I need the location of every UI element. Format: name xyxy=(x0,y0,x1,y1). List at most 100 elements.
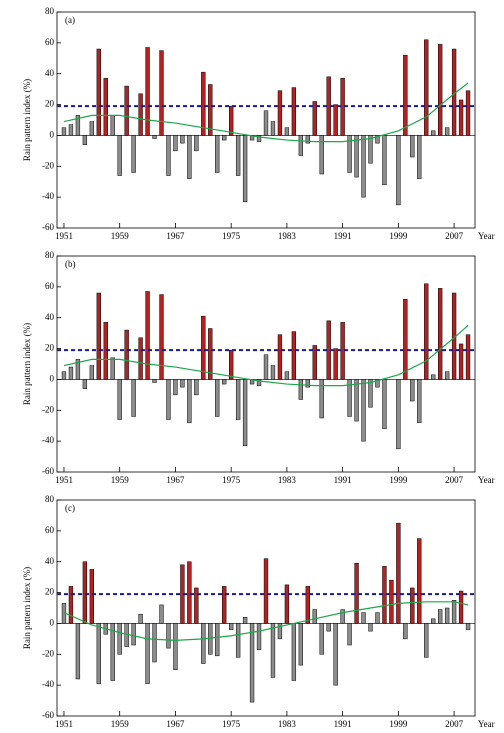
bar xyxy=(208,328,213,380)
bar xyxy=(458,343,464,380)
bar xyxy=(270,365,276,380)
y-tick-label: -20 xyxy=(42,160,54,170)
x-tick-label: 2007 xyxy=(445,719,464,729)
bar xyxy=(61,371,67,380)
bar xyxy=(201,71,206,136)
bar xyxy=(368,135,373,164)
bar xyxy=(145,291,150,380)
bar xyxy=(298,623,303,666)
bar xyxy=(277,623,283,640)
bar xyxy=(145,623,150,684)
bar xyxy=(166,135,171,176)
bar xyxy=(117,379,122,420)
y-tick-label: 0 xyxy=(50,373,55,383)
x-tick-label: 1951 xyxy=(55,231,73,241)
bar xyxy=(305,135,310,144)
bar xyxy=(201,315,206,380)
y-tick-label: 60 xyxy=(45,525,55,535)
bar xyxy=(382,566,387,624)
bar xyxy=(138,613,143,624)
bar xyxy=(319,623,324,655)
bar xyxy=(347,623,352,646)
bar xyxy=(242,135,248,203)
bar xyxy=(382,135,387,186)
bar xyxy=(215,135,220,173)
x-tick-label: 1951 xyxy=(55,475,73,485)
bar xyxy=(194,135,199,152)
bar xyxy=(465,90,471,136)
bar xyxy=(215,623,220,657)
bar xyxy=(256,379,262,386)
y-tick-label: 0 xyxy=(50,617,55,627)
plot-frame xyxy=(56,11,476,229)
bar xyxy=(263,354,269,380)
y-tick-label: 60 xyxy=(45,281,55,291)
panel-label: (c) xyxy=(65,503,75,513)
bar xyxy=(249,623,255,703)
bar xyxy=(110,623,115,681)
bar xyxy=(277,90,283,136)
x-tick-label: 1951 xyxy=(55,719,73,729)
bar xyxy=(354,135,359,178)
bar xyxy=(222,379,227,385)
bar xyxy=(270,121,276,136)
bar xyxy=(333,348,338,380)
bar xyxy=(242,617,248,624)
y-tick-label: 40 xyxy=(45,556,55,566)
bar xyxy=(131,135,136,173)
y-tick-label: -40 xyxy=(42,191,54,201)
bar xyxy=(340,609,345,624)
y-tick-label: 80 xyxy=(45,494,55,504)
bar xyxy=(61,127,67,136)
bar xyxy=(396,522,401,624)
bar xyxy=(68,366,74,380)
y-axis-label: Rain pattern index (%) xyxy=(22,323,32,405)
bar xyxy=(173,135,178,152)
x-tick-label: 1999 xyxy=(389,475,408,485)
bar xyxy=(256,135,262,142)
bar xyxy=(424,39,429,136)
bar xyxy=(382,379,387,430)
x-axis-label: Year xyxy=(478,475,495,485)
bar xyxy=(333,104,338,136)
y-axis-label: Rain pattern index (%) xyxy=(22,567,32,649)
bar xyxy=(354,563,359,624)
x-tick-label: 1983 xyxy=(278,719,297,729)
bar xyxy=(444,127,450,136)
bar xyxy=(152,623,157,663)
trend-line xyxy=(63,82,469,143)
bar xyxy=(305,586,310,624)
bar xyxy=(229,105,234,136)
bar xyxy=(145,47,150,136)
bar xyxy=(431,618,436,624)
y-tick-label: 20 xyxy=(45,99,55,109)
bar xyxy=(396,379,401,450)
bar xyxy=(444,371,450,380)
bar xyxy=(417,538,422,624)
bar xyxy=(333,623,338,686)
bar xyxy=(152,379,157,383)
bar xyxy=(410,587,415,624)
bar xyxy=(96,48,101,136)
x-tick-label: 1967 xyxy=(166,475,185,485)
x-axis-label: Year xyxy=(478,231,495,241)
bar xyxy=(201,623,206,664)
bar xyxy=(361,135,366,198)
trend-line xyxy=(63,324,469,387)
bar xyxy=(417,135,422,179)
x-tick-label: 1975 xyxy=(222,231,241,241)
bar xyxy=(375,135,380,144)
bar xyxy=(465,334,471,380)
y-tick-label: 80 xyxy=(45,250,55,260)
bar xyxy=(152,135,157,139)
bar xyxy=(410,135,415,158)
bar xyxy=(375,379,380,388)
bar xyxy=(131,379,136,417)
x-tick-label: 1975 xyxy=(222,475,241,485)
x-tick-label: 1959 xyxy=(111,231,130,241)
bar xyxy=(312,345,317,380)
x-tick-label: 1967 xyxy=(166,719,185,729)
bar xyxy=(354,379,359,422)
bar xyxy=(89,365,94,380)
